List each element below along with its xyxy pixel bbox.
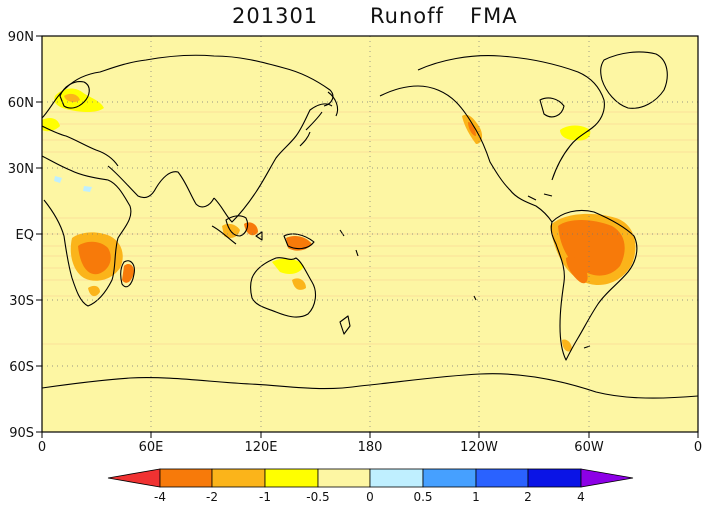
colorbar-segment bbox=[527, 468, 582, 488]
colorbar-label: 4 bbox=[577, 490, 585, 504]
x-tick-labels: 0 60E 120E 180 120W 60W 0 bbox=[38, 440, 702, 455]
colorbar-segment bbox=[264, 468, 319, 488]
colorbar-segment bbox=[369, 468, 424, 488]
colorbar-label: -2 bbox=[206, 490, 218, 504]
x-tick-label: 120E bbox=[244, 440, 277, 455]
tick-marks bbox=[36, 35, 699, 438]
anomaly-new-guinea bbox=[286, 236, 312, 251]
anomaly-patagonia bbox=[562, 339, 572, 352]
colorbar-label: -1 bbox=[259, 490, 271, 504]
colorbar-low-arrow bbox=[107, 468, 161, 488]
y-tick-label: EQ bbox=[16, 228, 34, 243]
x-tick-label: 60W bbox=[574, 440, 604, 455]
y-tick-label: 30N bbox=[8, 162, 34, 177]
anomaly-n-australia bbox=[272, 258, 304, 274]
y-tick-labels: 90N 60N 30N EQ 30S 60S 90S bbox=[8, 30, 34, 441]
x-tick-label: 0 bbox=[694, 440, 702, 455]
colorbar-label: 0.5 bbox=[413, 490, 432, 504]
title-date: 201301 bbox=[232, 4, 319, 28]
x-tick-label: 0 bbox=[38, 440, 46, 455]
y-tick-label: 60N bbox=[8, 96, 34, 111]
x-tick-label: 120W bbox=[460, 440, 498, 455]
map-grid bbox=[42, 36, 698, 432]
x-tick-label: 60E bbox=[139, 440, 164, 455]
colorbar-label: 0 bbox=[366, 490, 374, 504]
colorbar-segment bbox=[211, 468, 266, 488]
y-tick-label: 90N bbox=[8, 30, 34, 45]
colorbar-label: -0.5 bbox=[306, 490, 329, 504]
colorbar-label: -4 bbox=[154, 490, 166, 504]
anomaly-ne-america bbox=[560, 125, 591, 141]
y-tick-label: 90S bbox=[9, 426, 34, 441]
anomaly-madagascar bbox=[122, 264, 134, 283]
y-tick-label: 30S bbox=[9, 294, 34, 309]
chart-title: 201301 Runoff FMA bbox=[0, 4, 712, 32]
colorbar-segment bbox=[317, 468, 371, 488]
title-season: FMA bbox=[470, 4, 518, 28]
y-tick-label: 60S bbox=[9, 360, 34, 375]
colorbar: -4 -2 -1 -0.5 0 0.5 1 2 4 bbox=[107, 468, 634, 504]
colorbar-label: 1 bbox=[472, 490, 480, 504]
coastlines bbox=[42, 51, 698, 399]
colorbar-label: 2 bbox=[524, 490, 532, 504]
colorbar-segment bbox=[159, 468, 213, 488]
anomaly-arabia bbox=[54, 176, 62, 183]
colorbar-segment bbox=[475, 468, 529, 488]
title-variable: Runoff bbox=[370, 4, 444, 28]
colorbar-high-arrow bbox=[580, 468, 634, 488]
x-tick-label: 180 bbox=[358, 440, 383, 455]
colorbar-segment bbox=[422, 468, 477, 488]
